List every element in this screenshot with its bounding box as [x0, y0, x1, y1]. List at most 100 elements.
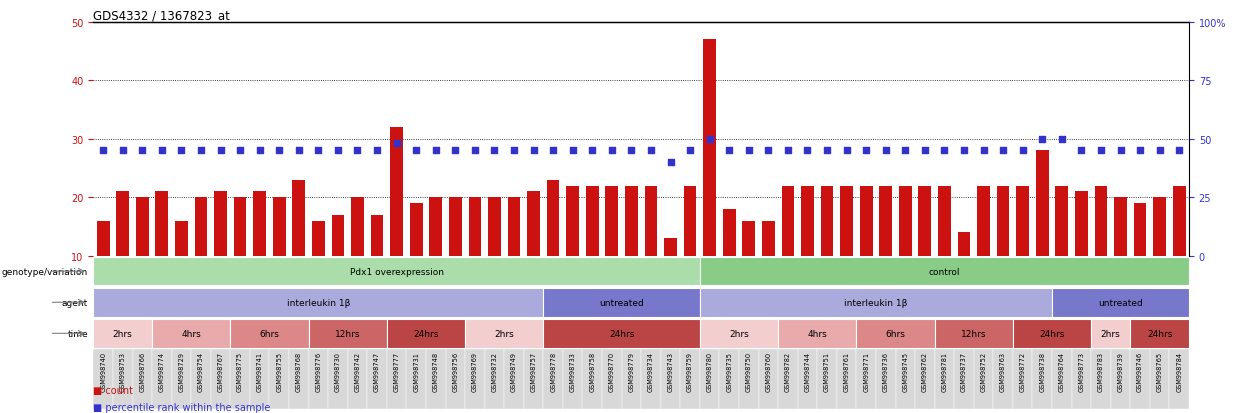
Text: GSM998762: GSM998762 [921, 351, 928, 391]
Text: GSM998782: GSM998782 [784, 351, 791, 391]
Bar [504, 349, 524, 409]
Bar [700, 257, 1189, 286]
Bar [1032, 349, 1052, 409]
Text: 4hrs: 4hrs [807, 329, 827, 338]
Point [387, 141, 407, 147]
Bar [762, 221, 774, 256]
Bar [113, 349, 132, 409]
Point [974, 148, 994, 154]
Text: 24hrs: 24hrs [609, 329, 634, 338]
Bar [1153, 198, 1167, 256]
Bar [566, 186, 579, 256]
Point [172, 148, 192, 154]
Point [994, 148, 1013, 154]
Text: GSM998752: GSM998752 [981, 351, 986, 391]
Text: 24hrs: 24hrs [1040, 329, 1064, 338]
Point [132, 148, 152, 154]
Point [857, 148, 876, 154]
Bar [1094, 186, 1107, 256]
Bar [293, 180, 305, 256]
Bar [547, 180, 559, 256]
Point [347, 148, 367, 154]
Bar [915, 349, 935, 409]
Point [504, 148, 524, 154]
Text: untreated: untreated [599, 298, 644, 307]
Bar [586, 186, 599, 256]
Bar [625, 186, 637, 256]
Bar [93, 288, 543, 317]
Bar [1013, 349, 1032, 409]
Point [563, 148, 583, 154]
Text: GSM998741: GSM998741 [256, 351, 263, 391]
Text: GSM998780: GSM998780 [707, 351, 712, 391]
Point [210, 148, 230, 154]
Point [778, 148, 798, 154]
Point [230, 148, 250, 154]
Bar [740, 349, 758, 409]
Point [1130, 148, 1150, 154]
Text: 6hrs: 6hrs [885, 329, 905, 338]
Point [1149, 148, 1169, 154]
Bar [935, 349, 954, 409]
Text: GSM998777: GSM998777 [393, 351, 400, 391]
Bar [837, 349, 857, 409]
Bar [468, 198, 482, 256]
Bar [680, 349, 700, 409]
Text: GSM998730: GSM998730 [335, 351, 341, 391]
Text: 12hrs: 12hrs [961, 329, 986, 338]
Point [484, 148, 504, 154]
Bar [387, 349, 406, 409]
Bar [1091, 319, 1130, 348]
Text: GSM998776: GSM998776 [315, 351, 321, 391]
Bar [446, 349, 466, 409]
Bar [1130, 319, 1189, 348]
Point [738, 148, 758, 154]
Bar [152, 319, 230, 348]
Point [641, 148, 661, 154]
Text: GSM998744: GSM998744 [804, 351, 810, 391]
Bar [430, 198, 442, 256]
Bar [250, 349, 269, 409]
Text: GSM998775: GSM998775 [237, 351, 243, 391]
Point [152, 148, 172, 154]
Bar [798, 349, 817, 409]
Bar [1150, 349, 1169, 409]
Point [817, 148, 837, 154]
Text: GSM998757: GSM998757 [530, 351, 537, 391]
Text: GSM998784: GSM998784 [1177, 351, 1183, 391]
Bar [1036, 151, 1048, 256]
Text: agent: agent [62, 298, 88, 307]
Bar [820, 186, 833, 256]
Point [583, 148, 603, 154]
Text: GSM998742: GSM998742 [355, 351, 361, 391]
Bar [1052, 288, 1189, 317]
Bar [645, 186, 657, 256]
Bar [876, 349, 895, 409]
Bar [899, 186, 911, 256]
Bar [1169, 349, 1189, 409]
Bar [132, 349, 152, 409]
Bar [449, 198, 462, 256]
Bar [857, 349, 876, 409]
Text: 2hrs: 2hrs [494, 329, 514, 338]
Bar [937, 186, 951, 256]
Bar [309, 349, 329, 409]
Bar [684, 186, 696, 256]
Text: 4hrs: 4hrs [182, 329, 202, 338]
Bar [524, 349, 543, 409]
Text: GSM998739: GSM998739 [1118, 351, 1123, 391]
Text: GSM998781: GSM998781 [941, 351, 947, 391]
Bar [641, 349, 661, 409]
Bar [527, 192, 540, 256]
Point [93, 148, 113, 154]
Bar [720, 349, 740, 409]
Bar [857, 319, 935, 348]
Text: GSM998735: GSM998735 [726, 351, 732, 391]
Point [190, 148, 210, 154]
Text: GSM998758: GSM998758 [589, 351, 595, 391]
Text: untreated: untreated [1098, 298, 1143, 307]
Text: 2hrs: 2hrs [113, 329, 133, 338]
Bar [156, 192, 168, 256]
Bar [957, 233, 970, 256]
Text: GSM998754: GSM998754 [198, 351, 204, 391]
